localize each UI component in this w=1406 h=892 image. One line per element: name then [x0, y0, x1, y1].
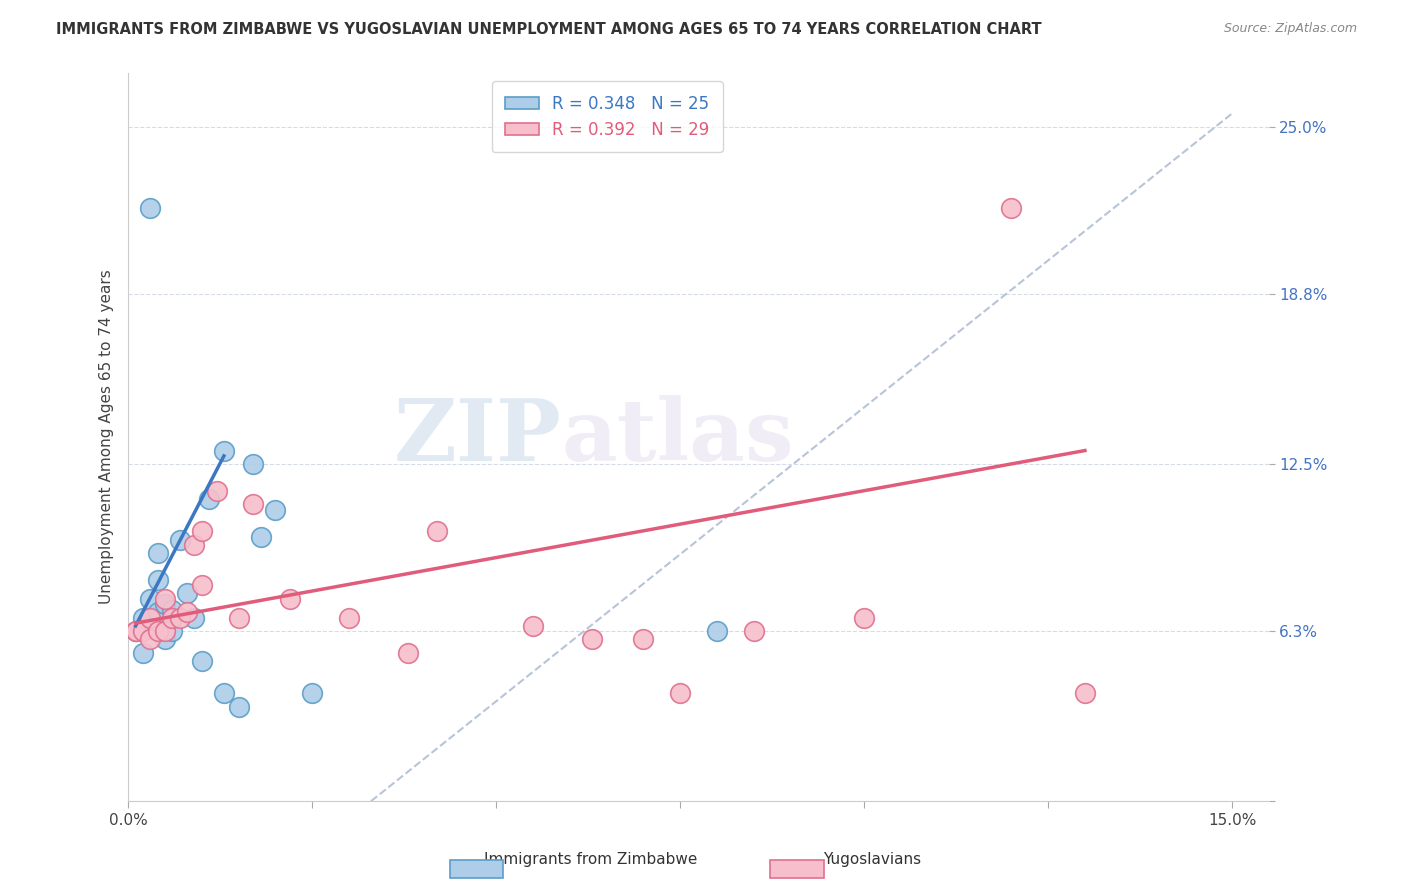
Point: [264, 503, 287, 517]
Point: [426, 524, 449, 539]
Point: [124, 624, 146, 639]
Point: [176, 605, 198, 619]
Point: [124, 624, 146, 639]
Point: [742, 624, 765, 639]
Point: [162, 624, 184, 639]
Point: [1000, 201, 1022, 215]
Point: [146, 573, 169, 587]
Point: [242, 457, 264, 471]
Point: [228, 699, 250, 714]
Point: [153, 632, 176, 647]
Point: [228, 611, 250, 625]
Point: [139, 201, 162, 215]
Point: [146, 624, 169, 639]
Point: [1074, 686, 1097, 700]
Point: [162, 611, 184, 625]
Point: [191, 654, 214, 668]
Point: [132, 646, 155, 660]
Point: [176, 586, 198, 600]
Text: atlas: atlas: [562, 395, 794, 479]
Point: [205, 483, 228, 498]
Point: [633, 632, 655, 647]
Point: [242, 498, 264, 512]
Point: [853, 611, 876, 625]
Point: [169, 611, 191, 625]
Point: [198, 492, 221, 507]
Point: [191, 578, 214, 592]
Point: [396, 646, 419, 660]
Point: [301, 686, 323, 700]
Point: [139, 591, 162, 606]
Point: [337, 611, 360, 625]
Legend: R = 0.348   N = 25, R = 0.392   N = 29: R = 0.348 N = 25, R = 0.392 N = 29: [492, 81, 723, 153]
Point: [169, 533, 191, 547]
Point: [191, 524, 214, 539]
Y-axis label: Unemployment Among Ages 65 to 74 years: Unemployment Among Ages 65 to 74 years: [100, 269, 114, 605]
Point: [132, 611, 155, 625]
Point: [706, 624, 728, 639]
Point: [249, 530, 271, 544]
Point: [146, 605, 169, 619]
Point: [669, 686, 692, 700]
Point: [212, 686, 235, 700]
Point: [139, 632, 162, 647]
Point: [153, 624, 176, 639]
Point: [153, 597, 176, 611]
Text: IMMIGRANTS FROM ZIMBABWE VS YUGOSLAVIAN UNEMPLOYMENT AMONG AGES 65 TO 74 YEARS C: IMMIGRANTS FROM ZIMBABWE VS YUGOSLAVIAN …: [56, 22, 1042, 37]
Point: [139, 611, 162, 625]
Point: [162, 602, 184, 616]
Point: [183, 611, 205, 625]
Point: [522, 619, 544, 633]
Point: [153, 591, 176, 606]
Text: ZIP: ZIP: [394, 395, 562, 479]
Point: [124, 624, 146, 639]
Text: Yugoslavians: Yugoslavians: [823, 852, 921, 867]
Point: [212, 443, 235, 458]
Point: [581, 632, 603, 647]
Text: Source: ZipAtlas.com: Source: ZipAtlas.com: [1223, 22, 1357, 36]
Point: [132, 624, 155, 639]
Point: [278, 591, 301, 606]
Text: Immigrants from Zimbabwe: Immigrants from Zimbabwe: [484, 852, 697, 867]
Point: [183, 538, 205, 552]
Point: [146, 546, 169, 560]
